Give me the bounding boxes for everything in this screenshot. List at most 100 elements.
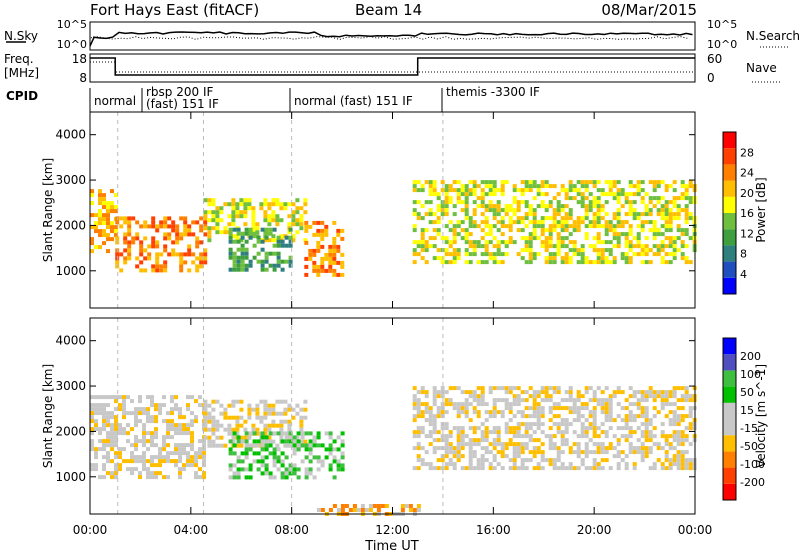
data-cell bbox=[228, 475, 233, 480]
data-cell bbox=[600, 188, 605, 193]
data-cell bbox=[98, 407, 102, 412]
data-cell bbox=[102, 213, 106, 218]
data-cell bbox=[424, 406, 429, 411]
data-cell bbox=[400, 508, 405, 512]
data-cell bbox=[240, 235, 245, 240]
data-cell bbox=[150, 403, 154, 408]
data-cell bbox=[175, 232, 180, 237]
data-cell bbox=[640, 220, 645, 225]
data-cell bbox=[324, 232, 329, 237]
data-cell bbox=[320, 508, 325, 512]
data-cell bbox=[524, 390, 529, 395]
data-cell bbox=[668, 422, 673, 427]
data-cell bbox=[576, 220, 581, 225]
data-cell bbox=[660, 240, 665, 245]
data-cell bbox=[448, 430, 453, 435]
data-cell bbox=[295, 230, 300, 235]
data-cell bbox=[584, 406, 589, 411]
data-cell bbox=[676, 438, 681, 443]
data-cell bbox=[516, 402, 521, 407]
data-cell bbox=[508, 402, 513, 407]
data-cell bbox=[672, 438, 677, 443]
data-cell bbox=[552, 228, 557, 233]
data-cell bbox=[239, 399, 244, 404]
data-cell bbox=[275, 443, 280, 448]
data-cell bbox=[668, 442, 673, 447]
data-cell bbox=[115, 256, 120, 261]
data-cell bbox=[548, 426, 553, 431]
data-cell bbox=[256, 451, 261, 456]
data-cell bbox=[340, 260, 345, 265]
data-cell bbox=[508, 228, 513, 233]
data-cell bbox=[648, 208, 653, 213]
data-cell bbox=[452, 446, 457, 451]
data-cell bbox=[520, 398, 525, 403]
data-cell bbox=[468, 180, 473, 185]
data-cell bbox=[508, 390, 513, 395]
data-cell bbox=[572, 224, 577, 229]
data-cell bbox=[584, 224, 589, 229]
data-cell bbox=[452, 402, 457, 407]
data-cell bbox=[648, 220, 653, 225]
data-cell bbox=[167, 216, 172, 221]
data-cell bbox=[472, 244, 477, 249]
data-cell bbox=[500, 252, 505, 257]
data-cell bbox=[652, 466, 657, 471]
data-cell bbox=[560, 422, 565, 427]
data-cell bbox=[127, 252, 132, 257]
data-cell bbox=[412, 260, 417, 265]
data-cell bbox=[248, 467, 253, 472]
data-cell bbox=[688, 406, 693, 411]
data-cell bbox=[195, 264, 200, 269]
data-cell bbox=[158, 411, 162, 416]
data-cell bbox=[263, 423, 268, 428]
data-cell bbox=[532, 256, 537, 261]
data-cell bbox=[263, 427, 268, 432]
data-cell bbox=[576, 252, 581, 257]
data-cell bbox=[540, 450, 545, 455]
data-cell bbox=[183, 228, 188, 233]
data-cell bbox=[576, 466, 581, 471]
data-cell bbox=[572, 406, 577, 411]
data-cell bbox=[624, 236, 629, 241]
data-cell bbox=[624, 192, 629, 197]
data-cell bbox=[416, 188, 421, 193]
data-cell bbox=[187, 224, 192, 229]
data-cell bbox=[584, 204, 589, 209]
data-cell bbox=[199, 252, 204, 257]
data-cell bbox=[440, 204, 445, 209]
data-cell bbox=[548, 458, 553, 463]
data-cell bbox=[110, 237, 114, 242]
data-cell bbox=[572, 248, 577, 253]
data-cell bbox=[652, 398, 657, 403]
data-cell bbox=[203, 256, 208, 261]
data-cell bbox=[106, 237, 110, 242]
data-cell bbox=[640, 414, 645, 419]
data-cell bbox=[688, 216, 693, 221]
data-cell bbox=[211, 427, 216, 432]
data-cell bbox=[240, 259, 245, 264]
cpid-segment-normal: normal bbox=[94, 94, 136, 108]
data-cell bbox=[648, 450, 653, 455]
data-cell bbox=[468, 438, 473, 443]
data-cell bbox=[328, 268, 333, 273]
data-cell bbox=[432, 422, 437, 427]
data-cell bbox=[488, 256, 493, 261]
data-cell bbox=[275, 411, 280, 416]
data-cell bbox=[207, 419, 212, 424]
data-cell bbox=[468, 450, 473, 455]
data-cell bbox=[632, 184, 637, 189]
data-cell bbox=[94, 225, 98, 230]
data-cell bbox=[464, 216, 469, 221]
data-cell bbox=[488, 188, 493, 193]
data-cell bbox=[267, 403, 272, 408]
data-cell bbox=[488, 386, 493, 391]
data-cell bbox=[232, 251, 237, 256]
data-cell bbox=[255, 407, 260, 412]
data-cell bbox=[412, 200, 417, 205]
data-cell bbox=[656, 248, 661, 253]
data-cell bbox=[134, 415, 138, 420]
data-cell bbox=[98, 439, 102, 444]
data-cell bbox=[604, 386, 609, 391]
